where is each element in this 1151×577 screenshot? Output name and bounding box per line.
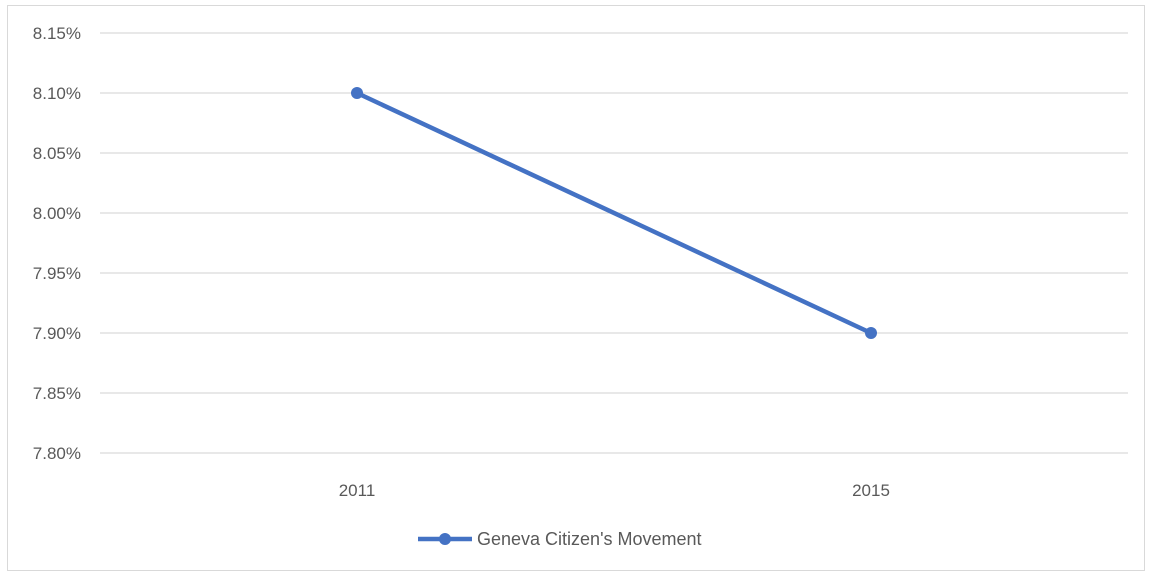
y-axis-tick-labels: 8.15% 8.10% 8.05% 8.00% 7.95% 7.90% 7.85% 7.80% [33, 24, 81, 463]
y-tick-label: 7.90% [33, 324, 81, 343]
gridlines [100, 32, 1128, 454]
y-tick-label: 8.15% [33, 24, 81, 43]
data-point-marker [865, 327, 877, 339]
series-line [354, 90, 874, 336]
y-tick-label: 8.10% [33, 84, 81, 103]
legend: Geneva Citizen's Movement [418, 529, 702, 549]
data-point-marker [351, 87, 363, 99]
y-tick-label: 7.85% [33, 384, 81, 403]
x-tick-label: 2015 [852, 481, 890, 500]
legend-label: Geneva Citizen's Movement [477, 529, 702, 549]
chart-frame [7, 5, 1145, 571]
y-tick-label: 8.00% [33, 204, 81, 223]
y-tick-label: 7.95% [33, 264, 81, 283]
y-tick-label: 8.05% [33, 144, 81, 163]
legend-swatch-marker [439, 533, 451, 545]
x-axis-tick-labels: 2011 2015 [339, 481, 890, 500]
x-tick-label: 2011 [339, 481, 376, 500]
y-tick-label: 7.80% [33, 444, 81, 463]
series-lines [351, 87, 877, 339]
